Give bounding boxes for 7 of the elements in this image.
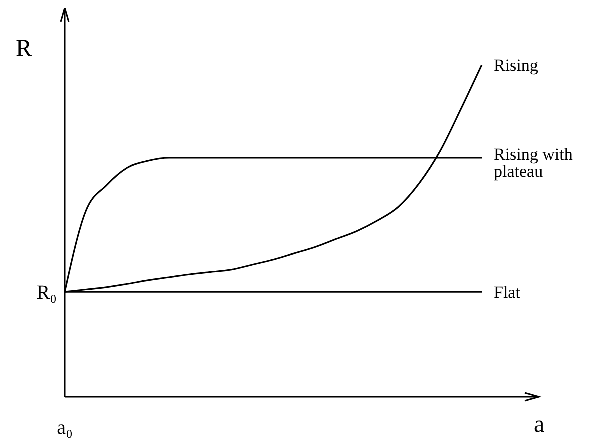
y-axis-title: R — [16, 36, 32, 62]
series-label: Flat — [494, 283, 521, 302]
series-label: Rising — [494, 56, 539, 76]
annotation: R₀ — [36, 282, 58, 304]
text: a₀ — [57, 417, 73, 439]
x-axis-title: a — [534, 412, 545, 438]
series-label: Rising with plateau — [494, 145, 574, 182]
